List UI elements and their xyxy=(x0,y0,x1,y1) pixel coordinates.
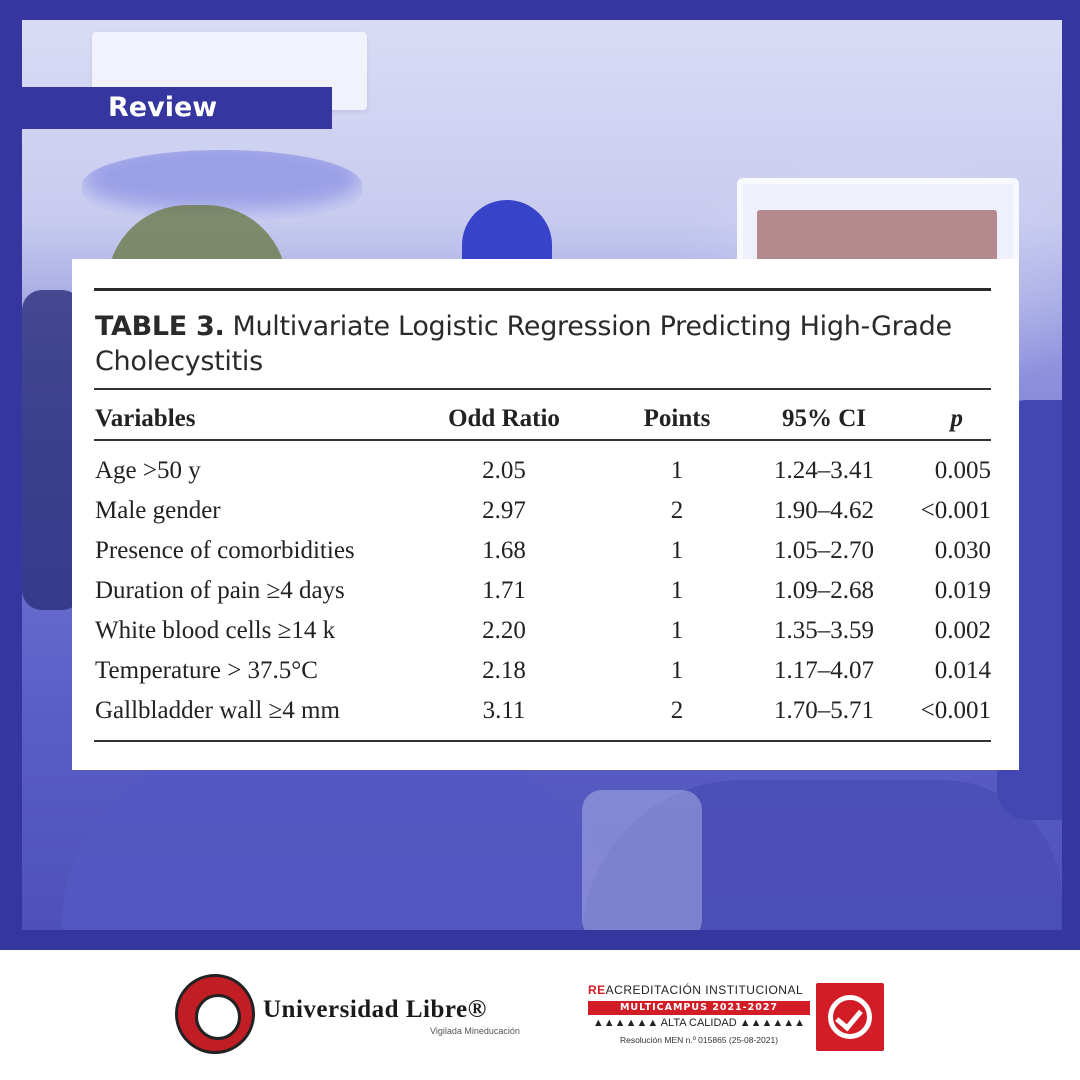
table-row: Presence of comorbidities 1.68 1 1.05–2.… xyxy=(94,531,991,571)
accreditation-line1: ACREDITACIÓN INSTITUCIONAL xyxy=(605,983,804,997)
cell-points: 1 xyxy=(670,617,684,644)
cell-odd-ratio: 1.71 xyxy=(482,577,526,604)
accreditation-resolution: Resolución MEN n.º 015865 (25-08-2021) xyxy=(619,1035,779,1045)
cell-ci: 1.24–3.41 xyxy=(774,457,874,484)
regression-table: Variables Odd Ratio Points 95% CI p Age … xyxy=(94,399,991,724)
cell-odd-ratio: 3.11 xyxy=(482,697,526,724)
cell-odd-ratio: 1.68 xyxy=(482,537,526,564)
review-tag: Review xyxy=(22,87,332,129)
cell-odd-ratio: 2.20 xyxy=(482,617,526,644)
surgical-drape xyxy=(582,780,1062,930)
accreditation-title: REACREDITACIÓN INSTITUCIONAL xyxy=(588,983,803,997)
cell-points: 1 xyxy=(670,537,684,564)
cell-p: 0.014 xyxy=(934,657,991,684)
university-logo: Universidad Libre® Vigilada Mineducación xyxy=(165,968,540,1060)
table-rule xyxy=(94,740,991,742)
header-points: Points xyxy=(643,405,711,432)
cell-points: 2 xyxy=(670,697,684,724)
cell-ci: 1.17–4.07 xyxy=(774,657,874,684)
table-row: Gallbladder wall ≥4 mm 3.11 2 1.70–5.71 … xyxy=(94,691,991,731)
header-ci: 95% CI xyxy=(781,405,867,432)
surgical-drape xyxy=(62,750,622,930)
table-row: Age >50 y 2.05 1 1.24–3.41 0.005 xyxy=(94,451,991,491)
cell-ci: 1.09–2.68 xyxy=(774,577,874,604)
cell-p: <0.001 xyxy=(920,497,991,524)
accreditation-quality: ▲▲▲▲▲▲ ALTA CALIDAD ▲▲▲▲▲▲ xyxy=(592,1017,806,1029)
cell-p: 0.002 xyxy=(934,617,991,644)
cell-variable: Duration of pain ≥4 days xyxy=(95,577,345,604)
accreditation-prefix: RE xyxy=(588,983,606,997)
table-rule xyxy=(94,439,991,441)
university-name: Universidad Libre® xyxy=(263,996,487,1023)
cell-odd-ratio: 2.18 xyxy=(482,657,526,684)
header-variables: Variables xyxy=(95,405,196,432)
table-row: Duration of pain ≥4 days 1.71 1 1.09–2.6… xyxy=(94,571,991,611)
cell-variable: Age >50 y xyxy=(95,457,201,484)
table-label: TABLE 3. xyxy=(95,311,225,342)
cell-points: 1 xyxy=(670,657,684,684)
cell-p: <0.001 xyxy=(920,697,991,724)
cell-ci: 1.90–4.62 xyxy=(774,497,874,524)
plastic-bag xyxy=(582,790,702,930)
header-odd-ratio: Odd Ratio xyxy=(448,405,560,432)
table-row: Male gender 2.97 2 1.90–4.62 <0.001 xyxy=(94,491,991,531)
accreditation-logo: REACREDITACIÓN INSTITUCIONAL MULTICAMPUS… xyxy=(588,983,888,1053)
cell-points: 1 xyxy=(670,457,684,484)
accreditation-band: MULTICAMPUS 2021-2027 xyxy=(588,1001,810,1015)
badge-ring xyxy=(828,995,872,1039)
cell-p: 0.019 xyxy=(934,577,991,604)
university-seal-icon xyxy=(175,974,255,1054)
table-row: Temperature > 37.5°C 2.18 1 1.17–4.07 0.… xyxy=(94,651,991,691)
cell-variable: White blood cells ≥14 k xyxy=(95,617,336,644)
table-row: White blood cells ≥14 k 2.20 1 1.35–3.59… xyxy=(94,611,991,651)
table-header-row: Variables Odd Ratio Points 95% CI p xyxy=(94,399,991,439)
checkmark-badge-icon xyxy=(816,983,884,1051)
cell-variable: Male gender xyxy=(95,497,221,524)
cell-odd-ratio: 2.97 xyxy=(482,497,526,524)
cell-ci: 1.35–3.59 xyxy=(774,617,874,644)
cell-odd-ratio: 2.05 xyxy=(482,457,526,484)
table-rule xyxy=(94,288,991,291)
cell-ci: 1.05–2.70 xyxy=(774,537,874,564)
cell-points: 2 xyxy=(670,497,684,524)
table-caption: TABLE 3. Multivariate Logistic Regression… xyxy=(95,309,975,379)
cell-variable: Temperature > 37.5°C xyxy=(95,657,318,684)
table-title: Multivariate Logistic Regression Predict… xyxy=(95,311,952,377)
cell-ci: 1.70–5.71 xyxy=(774,697,874,724)
university-subtitle: Vigilada Mineducación xyxy=(430,1026,520,1036)
header-p: p xyxy=(950,405,964,432)
cell-variable: Presence of comorbidities xyxy=(95,537,355,564)
table-card: TABLE 3. Multivariate Logistic Regression… xyxy=(72,259,1019,770)
cell-variable: Gallbladder wall ≥4 mm xyxy=(95,697,340,724)
cell-p: 0.030 xyxy=(934,537,991,564)
cell-p: 0.005 xyxy=(934,457,991,484)
table-rule xyxy=(94,388,991,390)
cell-points: 1 xyxy=(670,577,684,604)
